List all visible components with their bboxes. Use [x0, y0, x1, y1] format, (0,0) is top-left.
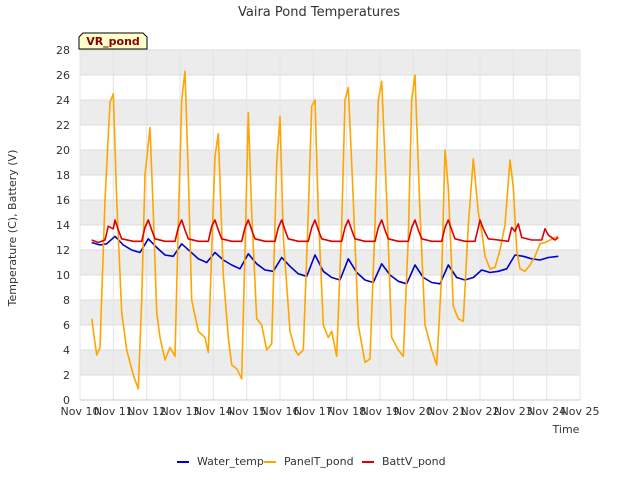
x-tick-label: Nov 21 [427, 405, 466, 418]
x-axis-label: Time [552, 423, 580, 436]
y-tick-label: 4 [63, 344, 70, 357]
y-tick-label: 24 [56, 94, 70, 107]
x-tick-label: Nov 24 [527, 405, 566, 418]
x-tick-label: Nov 15 [227, 405, 266, 418]
y-tick-label: 6 [63, 319, 70, 332]
x-tick-label: Nov 22 [461, 405, 500, 418]
x-tick-label: Nov 16 [261, 405, 300, 418]
y-tick-label: 0 [63, 394, 70, 407]
y-tick-label: 18 [56, 169, 70, 182]
chart-title: Vaira Pond Temperatures [238, 5, 400, 20]
grid-band [80, 50, 580, 75]
series-lines [90, 70, 559, 390]
series-line-water-temp [91, 235, 559, 285]
x-tick-label: Nov 14 [194, 405, 233, 418]
x-tick-label: Nov 18 [327, 405, 366, 418]
legend-label: Water_temp [197, 455, 264, 468]
y-tick-label: 12 [56, 244, 70, 257]
y-axis-label: Temperature (C), Battery (V) [6, 150, 19, 308]
x-tick-label: Nov 20 [394, 405, 433, 418]
grid-band [80, 200, 580, 225]
y-tick-label: 8 [63, 294, 70, 307]
grid-band [80, 300, 580, 325]
y-tick-label: 16 [56, 194, 70, 207]
legend-label: PanelT_pond [284, 455, 354, 468]
y-tick-label: 22 [56, 119, 70, 132]
station-label: VR_pond [86, 35, 140, 48]
x-tick-label: Nov 12 [127, 405, 166, 418]
x-tick-label: Nov 11 [94, 405, 133, 418]
grid-band [80, 150, 580, 175]
x-tick-label: Nov 10 [61, 405, 100, 418]
grid-band [80, 350, 580, 375]
y-tick-label: 26 [56, 69, 70, 82]
y-tick-label: 20 [56, 144, 70, 157]
grid-band [80, 100, 580, 125]
x-tick-label: Nov 19 [361, 405, 400, 418]
y-tick-label: 10 [56, 269, 70, 282]
y-tick-label: 2 [63, 369, 70, 382]
x-tick-label: Nov 25 [561, 405, 600, 418]
station-badge: VR_pond [78, 32, 148, 50]
series-line-battv-pond [91, 219, 559, 244]
x-tick-label: Nov 13 [161, 405, 200, 418]
y-tick-label: 14 [56, 219, 70, 232]
legend-label: BattV_pond [382, 455, 446, 468]
y-tick-label: 28 [56, 44, 70, 57]
station-badge-box [78, 32, 148, 50]
legend: Water_temp PanelT_pond BattV_pond [177, 455, 446, 468]
x-tick-label: Nov 17 [294, 405, 333, 418]
x-tick-label: Nov 23 [494, 405, 533, 418]
